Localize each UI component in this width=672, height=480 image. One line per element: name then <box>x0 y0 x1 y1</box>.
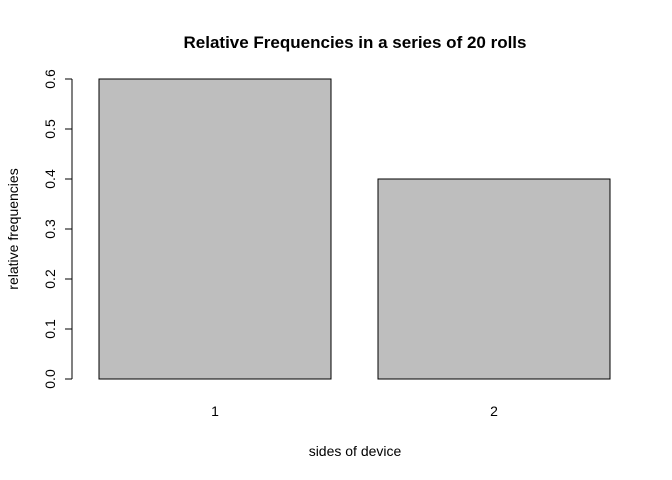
y-tick-label: 0.5 <box>42 119 58 139</box>
x-tick-label: 2 <box>490 403 498 419</box>
y-tick-label: 0.6 <box>42 69 58 89</box>
x-axis-label: sides of device <box>309 443 402 459</box>
y-tick-label: 0.4 <box>42 169 58 189</box>
bar-1 <box>98 78 332 380</box>
chart-title: Relative Frequencies in a series of 20 r… <box>184 33 527 52</box>
y-axis-label: relative frequencies <box>5 168 21 289</box>
bar-2 <box>377 178 611 380</box>
y-tick-label: 0.1 <box>42 319 58 339</box>
y-tick-label: 0.3 <box>42 219 58 239</box>
x-tick-label: 1 <box>211 403 219 419</box>
y-tick-label: 0.2 <box>42 269 58 289</box>
y-tick-label: 0.0 <box>42 369 58 389</box>
bars-group <box>98 78 611 380</box>
y-axis: 0.0 0.1 0.2 0.3 0.4 0.5 0.6 <box>42 69 73 389</box>
